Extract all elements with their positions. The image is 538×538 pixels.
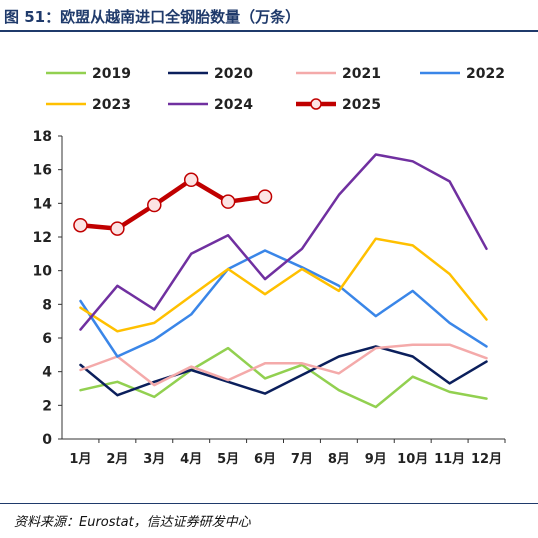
legend-label-2020: 2020 bbox=[214, 66, 253, 82]
y-tick-label: 8 bbox=[42, 297, 52, 313]
x-tick-label: 7月 bbox=[291, 452, 313, 467]
data-point-2025 bbox=[257, 189, 273, 204]
x-tick-label: 1月 bbox=[69, 452, 91, 467]
source-rule bbox=[0, 503, 538, 504]
x-tick-label: 12月 bbox=[471, 452, 502, 467]
x-tick-label: 9月 bbox=[365, 452, 387, 467]
y-tick-label: 14 bbox=[33, 196, 53, 212]
series-line-2021 bbox=[79, 343, 488, 387]
y-tick-label: 10 bbox=[33, 264, 53, 280]
figure-title: 图 51：欧盟从越南进口全钢胎数量（万条） bbox=[4, 8, 301, 26]
data-point-2025 bbox=[147, 197, 162, 213]
series-line-2022 bbox=[79, 249, 488, 358]
x-tick-label: 4月 bbox=[180, 452, 202, 467]
legend-label-2021: 2021 bbox=[342, 66, 381, 82]
series-line-2020 bbox=[79, 345, 488, 397]
x-tick-label: 8月 bbox=[328, 452, 350, 467]
x-tick-label: 3月 bbox=[143, 452, 165, 467]
x-tick-label: 10月 bbox=[397, 452, 428, 467]
data-point-2025 bbox=[183, 172, 199, 188]
source-note: 资料来源：Eurostat，信达证券研发中心 bbox=[14, 515, 251, 530]
y-tick-label: 12 bbox=[33, 230, 52, 246]
legend-marker-2025 bbox=[310, 98, 322, 110]
legend-label-2022: 2022 bbox=[466, 66, 505, 82]
x-tick-label: 2月 bbox=[106, 452, 128, 467]
y-tick-label: 0 bbox=[42, 432, 52, 448]
x-tick-label: 6月 bbox=[254, 452, 276, 467]
series-line-2025 bbox=[78, 177, 268, 231]
series-line-2023 bbox=[79, 237, 488, 333]
y-tick-label: 4 bbox=[42, 365, 52, 381]
legend-label-2024: 2024 bbox=[214, 97, 253, 113]
data-point-2025 bbox=[220, 194, 236, 209]
data-point-2025 bbox=[110, 221, 125, 236]
title-rule bbox=[0, 30, 538, 32]
legend-label-2023: 2023 bbox=[92, 97, 131, 113]
x-tick-label: 11月 bbox=[434, 452, 465, 467]
line-chart: 0 2 4 6 8 10 12 14 16 18 1月 2月 3月 4月 5月 6月 7月 8月 9月 10月 11月 1… bbox=[33, 66, 506, 467]
y-tick-label: 18 bbox=[33, 129, 52, 145]
y-tick-label: 16 bbox=[33, 163, 52, 179]
data-point-2025 bbox=[73, 217, 88, 233]
x-tick-label: 5月 bbox=[217, 452, 239, 467]
legend-label-2025: 2025 bbox=[342, 97, 381, 113]
series-line-2024 bbox=[79, 153, 488, 331]
y-tick-label: 2 bbox=[42, 398, 52, 414]
series-line-2019 bbox=[79, 346, 488, 409]
figure-title-bar: 图 51：欧盟从越南进口全钢胎数量（万条） bbox=[0, 0, 538, 30]
legend-label-2019: 2019 bbox=[92, 66, 131, 82]
y-tick-label: 6 bbox=[42, 331, 52, 347]
